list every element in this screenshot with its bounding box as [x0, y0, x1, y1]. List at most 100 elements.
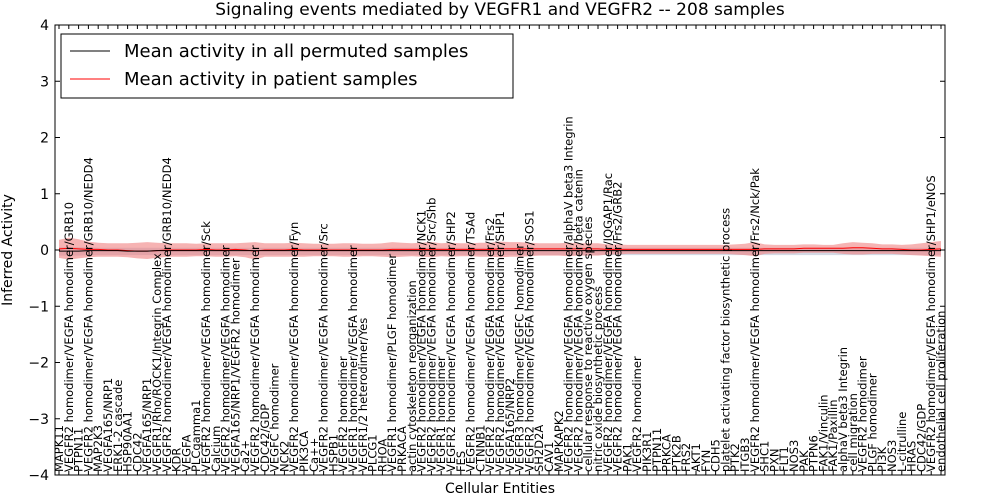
y-tick-label: 3 — [40, 74, 49, 90]
x-tick-label: PTPN11 — [72, 428, 86, 472]
legend-label-permuted: Mean activity in all permuted samples — [124, 41, 468, 62]
x-tick-label: VEGFR2 homodimer/VEGFA homodimer/alphaV … — [562, 116, 576, 472]
x-tick-label: VEGFR2 homodimer/VEGFA homodimer/Frs2/GR… — [611, 182, 625, 472]
y-tick-label: −3 — [28, 412, 49, 428]
x-tick-label: MAPKAPK2 — [552, 410, 566, 472]
x-tick-label: VEGFR2 homodimer/VEGFA homodimer/SHP2 — [444, 211, 458, 472]
y-tick-label: −1 — [28, 299, 49, 315]
x-tick-label: VEGFA165/NRP1/VEGFR2 homodimer — [228, 258, 242, 472]
x-tick-label: platelet activating factor biosynthetic … — [718, 208, 732, 472]
x-tick-label: PLCgamma1 — [189, 400, 203, 473]
x-tick-label: VEGFR3 homodimer/VEGFC homodimer — [513, 244, 527, 472]
y-axis: −4 −3 −2 −1 0 1 2 3 4 — [28, 18, 945, 484]
x-tick-label: ERK1-2 cascade — [111, 380, 125, 472]
legend-box — [60, 33, 514, 99]
x-tick-label: PTPN6 — [807, 435, 821, 472]
x-tick-label: CDC42/GDP — [258, 404, 272, 472]
legend-label-patient: Mean activity in patient samples — [124, 69, 418, 90]
x-tick-label: ITGB3 — [738, 437, 752, 472]
y-tick-label: 4 — [40, 18, 49, 34]
x-tick-label: FAK1/Vinculin — [816, 394, 830, 472]
line-permuted — [59, 250, 941, 252]
x-tick-label: PTK2B — [669, 435, 683, 472]
x-tick-label: cell migration — [846, 393, 860, 472]
line-patient — [58, 247, 942, 252]
y-tick-label: 0 — [40, 243, 49, 259]
x-tick-label: PLGF homodimer — [865, 373, 879, 472]
x-tick-label: VEGFR1/Rho/ROCK1/Integrin Complex — [150, 253, 164, 472]
x-tick-label: MAP2K3 — [91, 425, 105, 472]
x-tick-label: VEGFR2 homodimer/VEGFA homodimer/SHP1 — [493, 211, 507, 472]
x-tick-label: VEGFR1 homodimer — [434, 356, 448, 472]
x-tick-label: PI3K — [875, 446, 889, 472]
x-tick-label: VEGFR1 homodimer/PLGF homodimer — [385, 254, 399, 472]
x-tick-label: VEGFA165/NRP2 — [503, 378, 517, 472]
x-tick-label: actin cytoskeleton reorganization — [405, 280, 419, 472]
x-tick-label: PRKCA — [660, 434, 674, 472]
x-tick-label: PXN — [767, 449, 781, 472]
x-axis-label: Cellular Entities — [445, 481, 555, 497]
x-tick-label: VEGFA165/NRP1 — [140, 378, 154, 472]
x-tick-label: CDC42/GDP — [914, 404, 928, 472]
y-tick-label: −4 — [28, 468, 49, 484]
x-tick-label: CTNNB1 — [473, 425, 487, 472]
x-tick-label: VEGFR2 homodimer/VEGFA homodimer/GRB10 — [62, 202, 76, 472]
x-tick-label: CDC42 — [130, 432, 144, 472]
x-tick-label: SH2D2A — [532, 425, 546, 472]
x-tick-label: HSPB1 — [326, 434, 340, 472]
x-tick-label: nitric oxide biosynthetic process — [591, 286, 605, 472]
x-tick-label: VEGFR2 homodimer/VEGFA homodimer/beta ca… — [571, 169, 585, 472]
x-tick-label: PTK2 — [728, 443, 742, 472]
x-tick-label: VEGFA — [179, 434, 193, 472]
x-tick-label: NCK2 — [277, 441, 291, 473]
series-lines — [58, 247, 942, 252]
x-tick-label: VEGFR1/2 heterodimer/Yes — [356, 318, 370, 472]
x-tick-label: VEGFR2 homodimer/VEGFA homodimer/TSAd — [464, 212, 478, 472]
x-tick-label: PIK3CA — [297, 431, 311, 472]
x-tick-label: VEGFR2 homodimer/VEGFA homodimer/Src/Shb — [424, 198, 438, 472]
y-tick-label: 1 — [40, 187, 49, 203]
x-tick-label: VEGFR2 homodimer/VEGFA homodimer/IQGAP1/… — [601, 173, 615, 472]
x-tick-label: VEGFR2 homodimer — [336, 356, 350, 472]
x-tick-label: VEGFR1 homodimer/VEGFA homodimer — [346, 245, 360, 472]
x-tick-label: HRAS — [905, 441, 919, 472]
x-tick-label: FRS2 — [679, 443, 693, 472]
x-tick-label: VEGFR2 homodimer — [856, 356, 870, 472]
x-tick-label: PLCG1 — [366, 434, 380, 472]
x-tick-label: CDH5 — [709, 439, 723, 472]
x-tick-label: VEGFA165/NRP1 — [101, 378, 115, 472]
x-tick-label: alphaV beta3 Integrin — [836, 347, 850, 472]
x-tick-label: SHC1 — [758, 441, 772, 472]
x-tick-label: CAV1 — [542, 442, 556, 472]
x-tick-label: RHOA — [375, 439, 389, 472]
x-tick-label: VEGFR2 homodimer/VEGFA homodimer/Sck — [199, 221, 213, 472]
chart-title: Signaling events mediated by VEGFR1 and … — [215, 0, 785, 20]
x-tick-label: VEGFR2 homodimer/VEGFA homodimer/Src — [317, 223, 331, 472]
x-tick-label: Ca++ — [307, 438, 321, 472]
x-tick-label: VEGFC homodimer — [268, 363, 282, 472]
x-tick-label: FES — [454, 451, 468, 472]
x-tick-label: VEGFR2 homodimer/VEGFA homodimer/GRB10/N… — [81, 157, 95, 472]
x-tick-label: VEGFR2 homodimer/VEGFA homodimer/Fyn — [287, 222, 301, 472]
x-tick-label: FYN — [699, 450, 713, 472]
x-tick-label: VEGFR2 homodimer/VEGFA homodimer — [219, 245, 233, 472]
x-tick-label: Ca2+ — [238, 440, 252, 472]
x-tick-label: VEGFR2 homodimer/VEGFA homodimer/Frs2/Nc… — [748, 168, 762, 472]
x-tick-label: FLT1 — [777, 446, 791, 472]
x-tick-label: FAK1/Paxillin — [826, 400, 840, 473]
x-tick-label: PAK1 — [620, 443, 634, 472]
x-tick-label: VEGFR2 homodimer/VEGFA homodimer/NCK1 — [415, 210, 429, 472]
y-tick-label: −2 — [28, 356, 49, 372]
x-tick-label: VEGFR2 homodimer/VEGFA homodimer/SOS1 — [522, 210, 536, 472]
x-tick-label: HSP90AA1 — [121, 411, 135, 472]
x-tick-label: Calcium — [209, 426, 223, 472]
x-tick-label: cellular response to reactive oxygen spe… — [581, 216, 595, 472]
x-tick-label: PRKACA — [395, 426, 409, 472]
x-tick-label: NOS3 — [787, 440, 801, 472]
x-tick-label: NOS3 — [885, 440, 899, 472]
y-axis-label: Inferred Activity — [0, 194, 16, 306]
y-tick-label: 2 — [40, 131, 49, 147]
x-tick-label: AKT1 — [689, 443, 703, 472]
